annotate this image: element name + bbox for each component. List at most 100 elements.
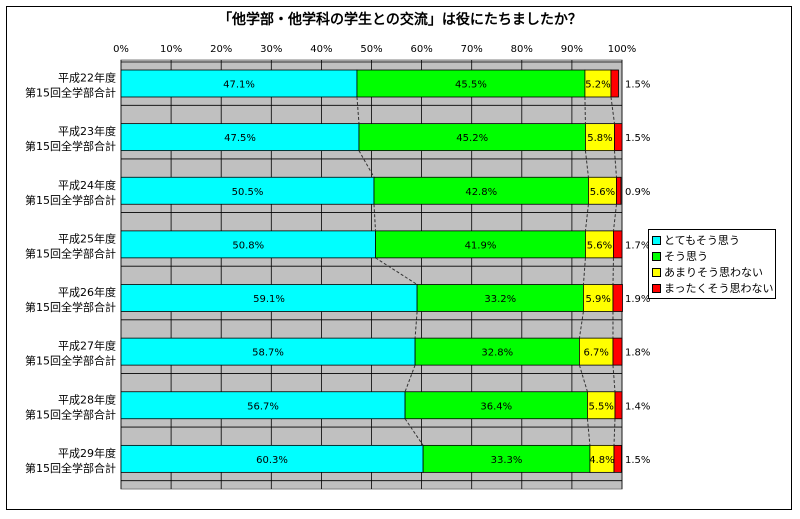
category-label: 第15回全学部合計 <box>25 246 116 260</box>
series-line <box>584 150 589 178</box>
data-label: 5.8% <box>587 133 612 144</box>
data-label: 50.8% <box>232 240 264 251</box>
data-label: 33.2% <box>484 294 516 305</box>
series-line <box>414 311 418 339</box>
series-line <box>358 150 375 178</box>
x-tick-label: 20% <box>210 44 232 55</box>
legend-swatch <box>652 283 661 293</box>
category-label: 第15回全学部合計 <box>25 300 116 314</box>
x-tick-label: 60% <box>410 44 432 55</box>
series-line <box>586 418 591 446</box>
category-label: 平成23年度 <box>58 124 116 138</box>
data-label: 5.5% <box>589 401 614 412</box>
x-tick-label: 40% <box>310 44 332 55</box>
bar-segment <box>358 123 586 152</box>
chart-title: 「他学部・他学科の学生との交流」は役にたちましたか？ <box>218 11 582 28</box>
data-label: 32.8% <box>481 348 513 359</box>
bar-segment <box>404 391 588 420</box>
data-label: 42.8% <box>465 187 497 198</box>
bar-segment <box>613 444 622 473</box>
legend: とてもそう思う そう思うあまりそう思わない まったくそう思わない <box>648 229 776 299</box>
data-label: 5.6% <box>587 240 612 251</box>
bar-segment <box>610 69 619 98</box>
category-label: 第15回全学部合計 <box>25 407 116 421</box>
category-label: 第15回全学部合計 <box>25 461 116 475</box>
x-tick-label: 30% <box>260 44 282 55</box>
legend-label: まったくそう思わない <box>664 282 774 295</box>
legend-label: あまりそう思わない <box>664 266 763 279</box>
legend-label: とてもそう思う <box>664 234 740 247</box>
data-label: 45.5% <box>455 80 487 91</box>
data-label: 33.3% <box>491 455 523 466</box>
data-label: 5.6% <box>590 187 615 198</box>
series-line <box>613 418 616 446</box>
legend-swatch <box>652 267 661 277</box>
bar-segment <box>120 123 360 152</box>
bar-segment <box>616 176 622 205</box>
bar-segment <box>414 337 580 366</box>
bar-segment <box>375 230 586 259</box>
bar-segment <box>613 230 623 259</box>
legend-label: そう思う <box>664 250 708 263</box>
data-label: 4.8% <box>589 455 614 466</box>
bar-segment <box>614 391 623 420</box>
bar-segment <box>120 391 406 420</box>
series-line <box>584 96 586 124</box>
data-label: 1.4% <box>625 401 650 412</box>
series-line <box>582 257 586 285</box>
data-label: 6.7% <box>583 348 608 359</box>
data-label: 59.1% <box>253 294 285 305</box>
x-tick-label: 0% <box>113 44 129 55</box>
bar-segment <box>589 444 615 473</box>
data-label: 1.5% <box>625 80 650 91</box>
category-label: 平成24年度 <box>58 178 116 192</box>
category-label: 第15回全学部合計 <box>25 193 116 207</box>
bar-segment <box>120 230 376 259</box>
category-label: 平成28年度 <box>58 392 116 406</box>
bar-segment <box>373 176 589 205</box>
series-line <box>612 257 614 285</box>
bar-segment <box>585 123 615 152</box>
x-tick-label: 70% <box>461 44 483 55</box>
legend-item: とてもそう思う <box>652 232 772 248</box>
x-tick-label: 50% <box>360 44 382 55</box>
bar-segment <box>120 444 424 473</box>
category-label: 第15回全学部合計 <box>25 86 116 100</box>
series-line <box>612 204 617 231</box>
data-label: 56.7% <box>247 401 279 412</box>
data-label: 1.5% <box>625 455 650 466</box>
data-label: 5.9% <box>585 294 610 305</box>
data-label: 5.2% <box>585 80 610 91</box>
series-line <box>610 96 615 124</box>
bar-segment <box>585 230 614 259</box>
x-tick-label: 100% <box>608 44 637 55</box>
series-line <box>613 150 617 178</box>
bar-segment <box>120 284 418 312</box>
category-label: 平成26年度 <box>58 285 116 299</box>
series-line <box>612 365 616 392</box>
x-tick-label: 80% <box>511 44 533 55</box>
bar-segment <box>612 337 623 366</box>
category-label: 平成25年度 <box>58 231 116 245</box>
category-label: 平成27年度 <box>58 339 116 353</box>
legend-item: そう思う <box>652 248 772 264</box>
bar-segment <box>612 284 623 312</box>
series-line <box>578 311 584 339</box>
data-label: 45.2% <box>456 133 488 144</box>
bar-segment <box>587 391 616 420</box>
data-label: 36.4% <box>480 401 512 412</box>
data-label: 41.9% <box>465 240 497 251</box>
category-label: 第15回全学部合計 <box>25 139 116 153</box>
bar-segment <box>583 284 614 312</box>
data-label: 58.7% <box>252 348 284 359</box>
bar-segment <box>120 69 358 98</box>
bar-segment <box>584 69 612 98</box>
category-label: 第15回全学部合計 <box>25 354 116 368</box>
x-tick-label: 10% <box>160 44 182 55</box>
data-label: 1.5% <box>625 133 650 144</box>
data-label: 50.5% <box>232 187 264 198</box>
bar-segment <box>120 176 375 205</box>
series-line <box>356 96 360 124</box>
data-label: 60.3% <box>256 455 288 466</box>
